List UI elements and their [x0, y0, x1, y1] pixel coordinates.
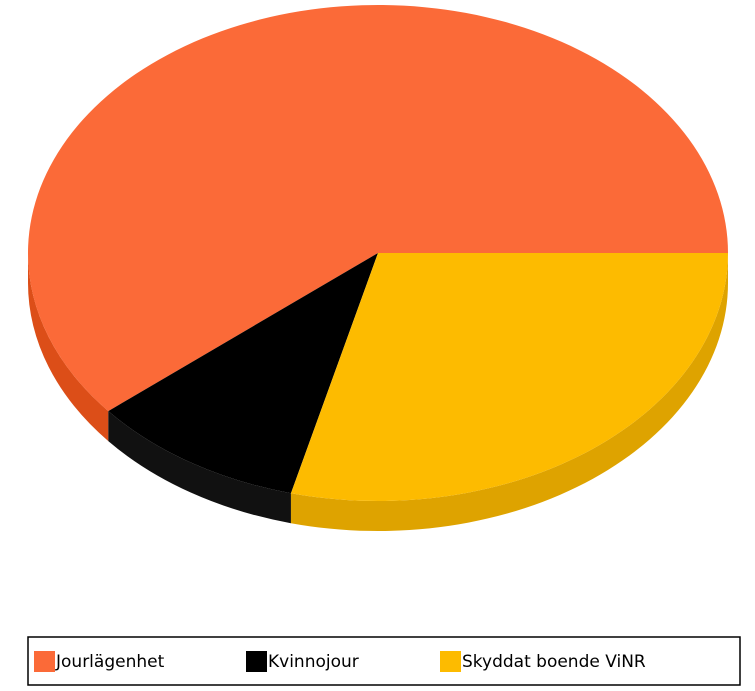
pie-side	[290, 253, 728, 531]
pie-side	[28, 253, 109, 442]
legend-box	[27, 636, 741, 686]
legend-swatch	[246, 651, 267, 672]
pie-slice	[290, 253, 728, 501]
pie-slice	[108, 253, 378, 494]
legend-label: Kvinnojour	[268, 652, 359, 672]
legend-label: Skyddat boende ViNR	[462, 652, 646, 672]
pie-side	[108, 411, 291, 524]
legend-swatch	[440, 651, 461, 672]
legend-swatch	[34, 651, 55, 672]
pie-slice	[27, 4, 728, 412]
legend-label: Jourlägenhet	[55, 652, 165, 672]
